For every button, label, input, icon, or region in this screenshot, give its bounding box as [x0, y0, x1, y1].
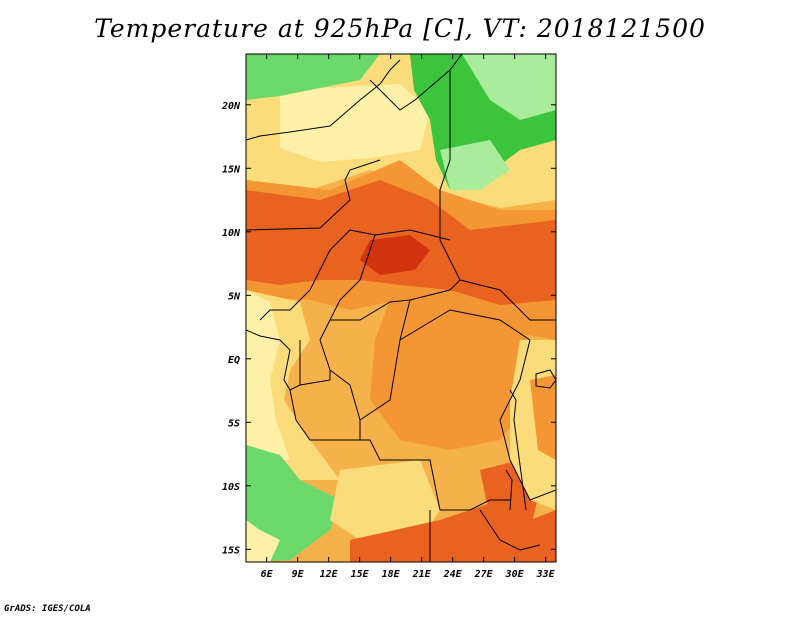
coastline: [289, 389, 330, 441]
lat-axis: 20N 15N 10N 5N EQ 5S 10S 15S: [221, 101, 556, 556]
plot-frame: [245, 53, 557, 563]
lat-tick-label: 15S: [222, 545, 240, 556]
lon-tick-label: 6E: [261, 569, 274, 580]
border-line: [246, 59, 401, 141]
field-ne-14: [462, 54, 556, 120]
field-nw-16: [246, 54, 380, 100]
lon-tick-label: 18E: [382, 569, 401, 580]
lat-tick-label: EQ: [228, 355, 240, 366]
border-line: [440, 499, 510, 511]
border-line: [439, 239, 556, 321]
lon-tick-label: 24E: [443, 569, 463, 580]
border-line: [439, 70, 451, 240]
map-figure: 6E 9E 12E 15E 18E 21E 24E 27E 30E 33E 20N 15N 10N 5N…: [200, 40, 704, 600]
field-south-22: [330, 460, 440, 540]
lake-victoria: [535, 369, 556, 389]
lat-tick-label: 20N: [221, 101, 241, 112]
map-svg: 6E 9E 12E 15E 18E 21E 24E 27E 30E 33E 20N 15N 10N 5N…: [221, 53, 704, 580]
lon-tick-label: 9E: [292, 569, 305, 580]
field-north-20: [280, 84, 430, 162]
border-line: [246, 159, 381, 231]
lat-tick-label: 5S: [228, 418, 240, 429]
temperature-field: [246, 54, 556, 562]
border-line: [479, 509, 541, 551]
border-line: [499, 339, 531, 481]
lake-tanganyika: [509, 389, 527, 511]
border-line: [299, 339, 331, 386]
field-ne-14b: [440, 140, 510, 190]
lat-tick-label: 10N: [222, 228, 241, 239]
field-chad-30: [360, 235, 430, 275]
lon-tick-label: 15E: [351, 569, 370, 580]
field-sw-16: [246, 445, 340, 562]
border-line: [399, 309, 531, 341]
lat-tick-label: 5N: [228, 291, 241, 302]
border-line: [330, 439, 441, 511]
lon-tick-label: 33E: [536, 569, 556, 580]
map-title: Temperature at 925hPa [C], VT: 201812150…: [94, 14, 706, 43]
lon-tick-label: 27E: [474, 569, 494, 580]
border-line: [259, 229, 351, 321]
field-west-20: [246, 290, 290, 460]
border-line: [349, 229, 451, 241]
lon-axis: 6E 9E 12E 15E 18E 21E 24E 27E 30E 33E: [261, 54, 556, 580]
borders: [246, 54, 556, 562]
field-congo-25: [370, 300, 530, 450]
lat-tick-label: 10S: [222, 482, 240, 493]
field-east-25: [530, 375, 556, 460]
lake-malawi: [505, 469, 513, 511]
border-line: [329, 369, 361, 440]
border-line: [330, 279, 461, 321]
lon-tick-label: 21E: [412, 569, 432, 580]
field-sw-20: [246, 520, 280, 562]
footer-credit: GrADS: IGES/COLA: [4, 604, 91, 614]
border-line: [369, 54, 463, 111]
lon-tick-label: 12E: [320, 569, 339, 580]
border-line: [319, 234, 376, 341]
lon-tick-label: 30E: [505, 569, 525, 580]
border-line: [359, 299, 411, 421]
lat-tick-label: 15N: [222, 164, 241, 175]
